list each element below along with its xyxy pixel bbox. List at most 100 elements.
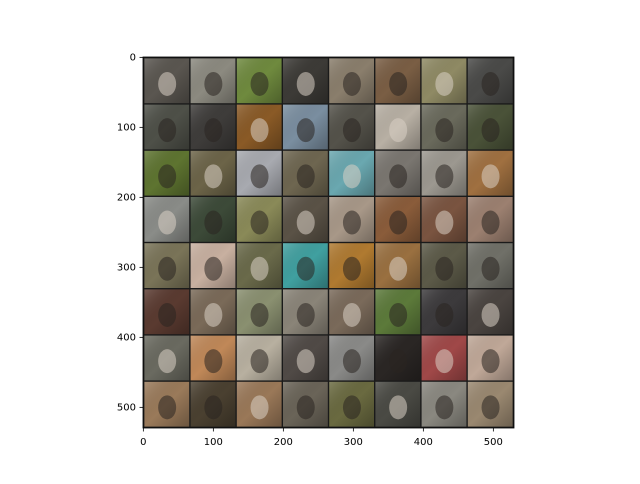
image-tile: [421, 58, 467, 104]
tile-subject: [250, 395, 269, 420]
tile-subject: [250, 349, 269, 374]
image-tile: [190, 150, 236, 196]
tile-subject: [296, 349, 315, 374]
tile-subject: [250, 210, 269, 235]
tile-subject: [481, 349, 500, 374]
image-tile: [283, 243, 328, 288]
tile-subject: [204, 395, 223, 420]
tile-subject: [296, 164, 315, 189]
tile-subject: [481, 164, 500, 189]
tile-subject: [435, 349, 454, 374]
x-tick-label: 200: [274, 437, 293, 448]
tile-subject: [158, 210, 177, 235]
image-tile: [283, 104, 328, 150]
image-tile: [283, 197, 328, 242]
tile-subject: [204, 210, 223, 235]
image-tile: [329, 243, 374, 288]
image-tile: [421, 197, 467, 242]
tile-subject: [389, 395, 408, 420]
image-tile: [190, 243, 236, 288]
image-tile: [236, 104, 282, 150]
y-tick-label: 500: [117, 402, 136, 413]
x-tick-label: 400: [414, 437, 433, 448]
tile-subject: [481, 118, 500, 143]
tile-subject: [481, 71, 500, 96]
y-tick-label: 300: [117, 262, 136, 273]
image-tile: [467, 150, 513, 196]
tile-subject: [389, 210, 408, 235]
y-tick-label: 0: [130, 52, 136, 63]
axes-frame: [142, 56, 515, 429]
tile-subject: [296, 302, 315, 327]
tile-subject: [158, 164, 177, 189]
image-tile: [236, 335, 282, 381]
tile-subject: [342, 395, 361, 420]
tile-subject: [250, 118, 269, 143]
image-tile: [467, 58, 513, 104]
tile-subject: [204, 118, 223, 143]
image-tile: [329, 58, 374, 104]
y-tick-label: 200: [117, 192, 136, 203]
image-tile: [236, 58, 282, 104]
image-tile: [190, 104, 236, 150]
tile-subject: [389, 164, 408, 189]
image-tile: [375, 335, 421, 381]
image-tile: [375, 197, 421, 242]
image-tile: [329, 150, 374, 196]
tile-subject: [481, 395, 500, 420]
tile-subject: [389, 118, 408, 143]
image-tile: [144, 243, 190, 288]
tile-subject: [389, 302, 408, 327]
image-tile: [329, 381, 374, 427]
tile-subject: [204, 256, 223, 281]
image-tile: [421, 104, 467, 150]
tile-subject: [342, 302, 361, 327]
tile-subject: [158, 118, 177, 143]
image-tile: [283, 150, 328, 196]
image-tile: [421, 335, 467, 381]
x-tick-label: 300: [344, 437, 363, 448]
tile-subject: [250, 164, 269, 189]
tile-subject: [342, 256, 361, 281]
y-tick-label: 100: [117, 122, 136, 133]
image-tile: [467, 381, 513, 427]
tile-subject: [158, 71, 177, 96]
image-tile: [236, 243, 282, 288]
tile-subject: [481, 256, 500, 281]
tile-subject: [389, 71, 408, 96]
tile-subject: [389, 256, 408, 281]
image-tile: [467, 335, 513, 381]
image-tile: [467, 289, 513, 335]
image-tile: [144, 104, 190, 150]
tile-subject: [342, 210, 361, 235]
x-tick-label: 100: [204, 437, 223, 448]
plot-area: 0 100 200 300 400 500 0 100 200 300 400 500: [117, 52, 515, 448]
tile-subject: [481, 302, 500, 327]
tile-subject: [296, 256, 315, 281]
tile-subject: [296, 71, 315, 96]
image-tile: [375, 150, 421, 196]
image-tile: [144, 289, 190, 335]
image-tile: [144, 335, 190, 381]
image-tile: [283, 381, 328, 427]
image-tile: [190, 197, 236, 242]
image-tile: [421, 243, 467, 288]
tile-subject: [250, 302, 269, 327]
tile-subject: [204, 164, 223, 189]
image-tile: [190, 335, 236, 381]
image-tile: [421, 289, 467, 335]
image-tile: [144, 58, 190, 104]
tile-subject: [435, 256, 454, 281]
tile-subject: [435, 164, 454, 189]
image-tile: [375, 381, 421, 427]
image-tile: [236, 197, 282, 242]
tile-subject: [158, 256, 177, 281]
tile-subject: [342, 349, 361, 374]
image-tile: [190, 289, 236, 335]
image-tile: [467, 243, 513, 288]
tile-subject: [389, 349, 408, 374]
image-tile: [236, 381, 282, 427]
image-tile: [329, 335, 374, 381]
image-tile: [467, 197, 513, 242]
